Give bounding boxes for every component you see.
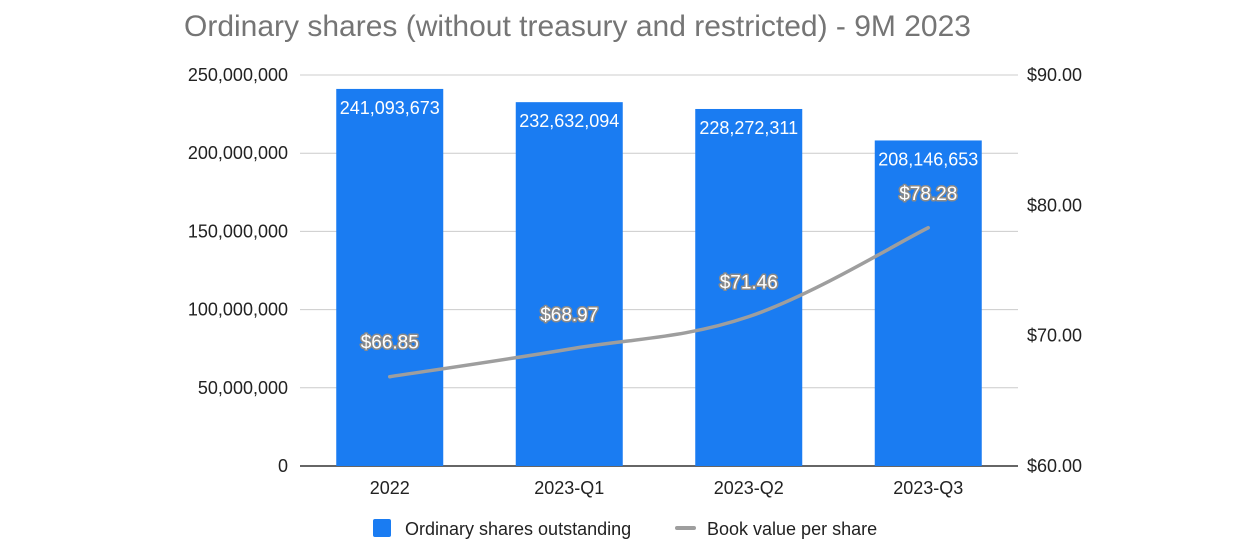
bar-data-label: 208,146,653 xyxy=(878,149,978,169)
category-label: 2023-Q1 xyxy=(534,478,604,498)
book-value-line xyxy=(388,226,930,379)
legend-label-book-value: Book value per share xyxy=(707,519,877,539)
category-label: 2022 xyxy=(370,478,410,498)
bar xyxy=(515,102,623,467)
bar-data-label: 232,632,094 xyxy=(519,111,619,131)
right-axis: $60.00 $70.00 $80.00 $90.00 xyxy=(1027,65,1082,476)
left-tick-label: 200,000,000 xyxy=(188,143,288,163)
bars-series: 241,093,673 232,632,094 228,272,311 208,146… xyxy=(336,88,982,467)
category-label: 2023-Q3 xyxy=(893,478,963,498)
line-data-label: $68.97 xyxy=(540,305,598,326)
right-tick-label: $60.00 xyxy=(1027,456,1082,476)
bar xyxy=(695,108,803,466)
left-tick-label: 250,000,000 xyxy=(188,65,288,85)
left-tick-label: 0 xyxy=(278,456,288,476)
right-tick-label: $80.00 xyxy=(1027,195,1082,215)
line-data-label: $71.46 xyxy=(720,273,778,294)
category-axis: 2022 2023-Q1 2023-Q2 2023-Q3 xyxy=(370,478,964,498)
bar-data-label: 228,272,311 xyxy=(699,118,798,138)
legend: Ordinary shares outstanding Book value pe… xyxy=(373,519,877,539)
line-data-label: $66.85 xyxy=(361,333,419,354)
bar xyxy=(874,140,982,467)
left-axis: 0 50,000,000 100,000,000 150,000,000 200,000… xyxy=(188,65,288,476)
line-series: $66.85 $68.97 $71.46 $78.28 xyxy=(359,182,959,379)
left-tick-label: 50,000,000 xyxy=(198,378,288,398)
right-tick-label: $70.00 xyxy=(1027,326,1082,346)
right-tick-label: $90.00 xyxy=(1027,65,1082,85)
line-data-label: $78.28 xyxy=(899,184,957,205)
category-label: 2023-Q2 xyxy=(714,478,784,498)
bar-data-label: 241,093,673 xyxy=(340,98,440,118)
left-tick-label: 100,000,000 xyxy=(188,300,288,320)
legend-label-shares: Ordinary shares outstanding xyxy=(405,519,631,539)
chart-title: Ordinary shares (without treasury and re… xyxy=(184,10,971,43)
left-tick-label: 150,000,000 xyxy=(188,221,288,241)
legend-swatch-bar xyxy=(373,519,391,537)
bar xyxy=(336,88,444,466)
